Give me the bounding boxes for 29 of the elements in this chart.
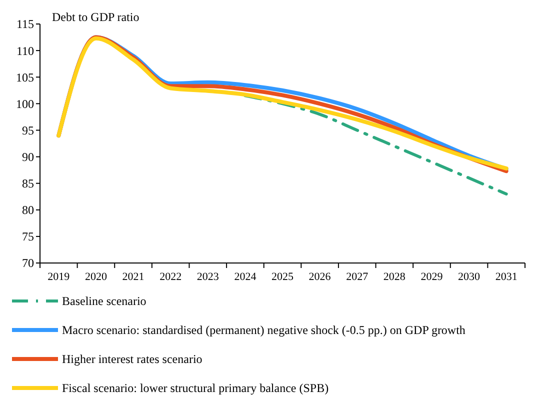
- x-tick-label: 2020: [84, 271, 108, 283]
- x-tick-label: 2027: [346, 271, 369, 283]
- x-tick-label: 2022: [160, 271, 182, 283]
- y-tick-label: 90: [22, 150, 34, 164]
- y-tick-label: 85: [22, 176, 34, 191]
- x-tick-label: 2030: [458, 271, 481, 283]
- y-tick-label: 105: [16, 70, 34, 84]
- y-axis-title: Debt to GDP ratio: [52, 10, 140, 24]
- legend-label: Baseline scenario: [62, 294, 146, 308]
- legend-label: Macro scenario: standardised (permanent) negative shock (-0.5 pp.) on GDP growth: [62, 323, 466, 338]
- x-tick-label: 2029: [420, 271, 444, 283]
- x-tick-label: 2023: [196, 271, 220, 283]
- x-tick-label: 2026: [308, 271, 332, 283]
- x-tick-label: 2021: [122, 271, 144, 283]
- x-tick-label: 2019: [48, 271, 70, 283]
- x-tick-label: 2031: [495, 271, 518, 283]
- y-tick-label: 80: [22, 203, 34, 218]
- y-tick-label: 75: [22, 230, 34, 244]
- legend-label: Fiscal scenario: lower structural primary balance (SPB): [62, 381, 329, 396]
- y-tick-label: 95: [22, 123, 34, 138]
- y-tick-label: 110: [16, 44, 34, 58]
- y-tick-label: 115: [16, 17, 34, 32]
- x-tick-label: 2024: [234, 271, 257, 283]
- x-tick-label: 2025: [272, 271, 294, 283]
- y-tick-label: 100: [16, 96, 34, 111]
- x-tick-label: 2028: [383, 271, 406, 283]
- line-series: [244, 94, 508, 196]
- y-tick-label: 70: [22, 256, 34, 270]
- legend-label: Higher interest rates scenario: [62, 352, 202, 366]
